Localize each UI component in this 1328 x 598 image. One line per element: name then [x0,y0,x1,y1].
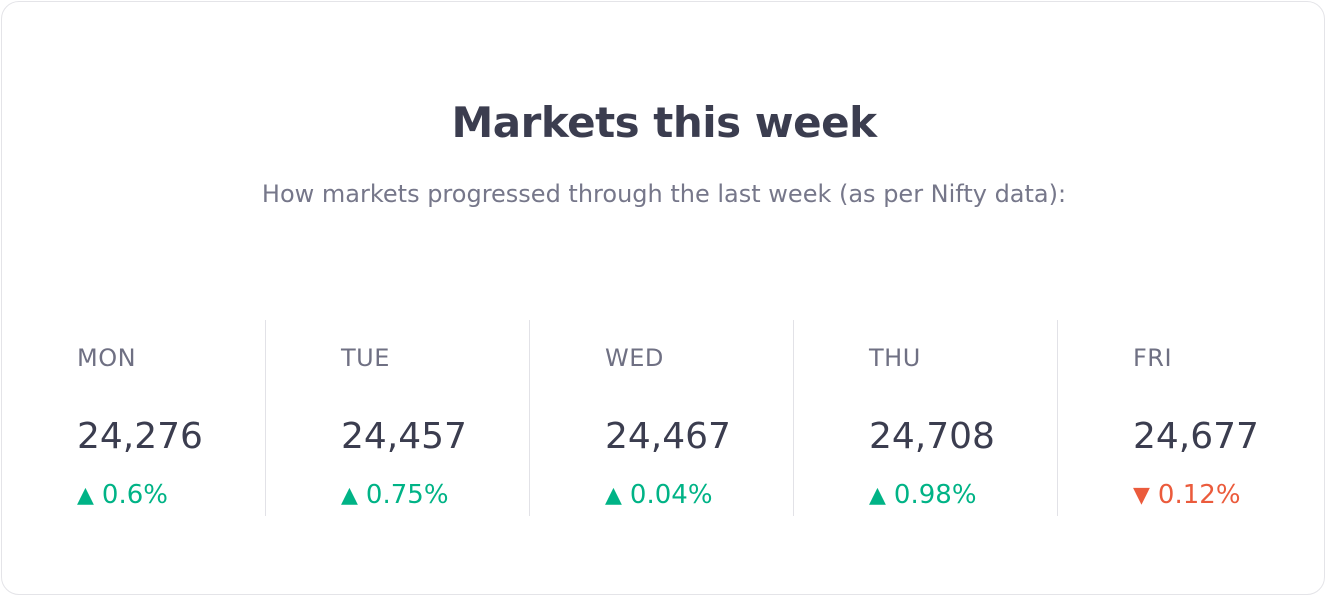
day-value: 24,677 [1133,416,1259,457]
day-column-fri: FRI 24,677 ▼ 0.12% [1058,320,1326,516]
day-change-value: 0.04% [629,480,713,510]
up-arrow-icon: ▲ [77,482,94,508]
day-name: WED [605,344,664,372]
up-arrow-icon: ▲ [605,482,622,508]
day-value: 24,467 [605,416,731,457]
day-value: 24,457 [341,416,467,457]
day-change-value: 0.75% [365,480,449,510]
column-divider [1057,320,1058,516]
day-change-value: 0.6% [101,480,168,510]
day-name: MON [77,344,137,372]
day-change-value: 0.98% [893,480,977,510]
down-arrow-icon: ▼ [1133,482,1150,508]
up-arrow-icon: ▲ [341,482,358,508]
day-value: 24,708 [869,416,995,457]
day-name: FRI [1133,344,1173,372]
day-name: THU [869,344,921,372]
column-divider [265,320,266,516]
day-column-tue: TUE 24,457 ▲ 0.75% [266,320,530,516]
day-column-thu: THU 24,708 ▲ 0.98% [794,320,1058,516]
day-change: ▲ 0.75% [341,480,449,510]
card-subtitle: How markets progressed through the last … [261,180,1067,208]
day-change-value: 0.12% [1157,480,1241,510]
day-change: ▼ 0.12% [1133,480,1241,510]
column-divider [529,320,530,516]
day-change: ▲ 0.6% [77,480,168,510]
up-arrow-icon: ▲ [869,482,886,508]
card-title: Markets this week [451,98,877,147]
day-column-mon: MON 24,276 ▲ 0.6% [2,320,266,516]
day-value: 24,276 [77,416,203,457]
day-change: ▲ 0.04% [605,480,713,510]
days-row: MON 24,276 ▲ 0.6% TUE 24,457 ▲ 0.75% WED… [2,320,1326,516]
day-change: ▲ 0.98% [869,480,977,510]
day-column-wed: WED 24,467 ▲ 0.04% [530,320,794,516]
column-divider [793,320,794,516]
day-name: TUE [341,344,390,372]
